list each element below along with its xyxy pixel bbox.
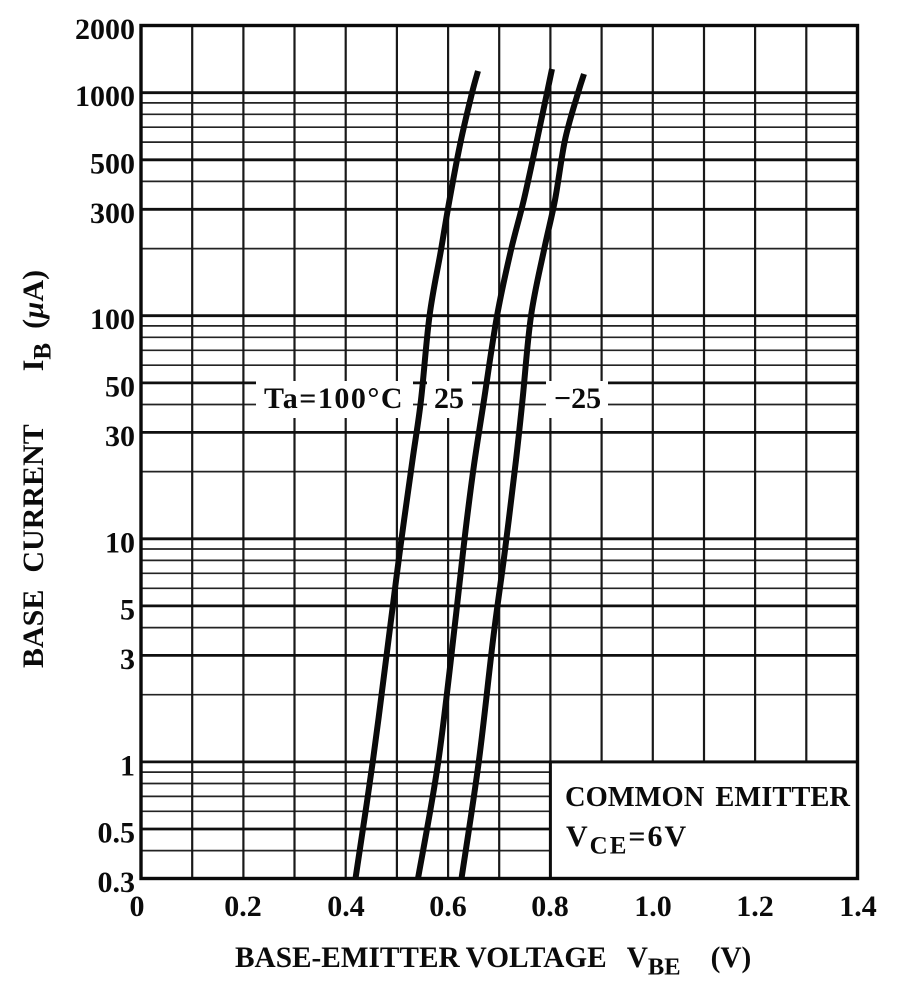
svg-text:0.4: 0.4: [327, 890, 365, 923]
svg-text:0.3: 0.3: [98, 866, 136, 899]
svg-text:50: 50: [105, 370, 135, 403]
svg-text:1.4: 1.4: [839, 890, 877, 923]
svg-text:0.6: 0.6: [429, 890, 467, 923]
svg-text:3: 3: [120, 643, 135, 676]
svg-text:0: 0: [130, 890, 145, 923]
svg-text:1000: 1000: [75, 80, 135, 113]
svg-text:2000: 2000: [75, 13, 135, 46]
svg-text:0.2: 0.2: [224, 890, 262, 923]
svg-text:100: 100: [90, 303, 135, 336]
svg-text:1.0: 1.0: [634, 890, 672, 923]
svg-text:1.2: 1.2: [736, 890, 774, 923]
svg-text:0.8: 0.8: [531, 890, 569, 923]
svg-text:500: 500: [90, 147, 135, 180]
svg-text:300: 300: [90, 197, 135, 230]
svg-text:VCE=6V: VCE=6V: [566, 820, 688, 860]
svg-text:1: 1: [120, 749, 135, 782]
svg-text:10: 10: [105, 526, 135, 559]
svg-text:30: 30: [105, 420, 135, 453]
svg-text:−25: −25: [554, 382, 601, 415]
svg-text:5: 5: [120, 593, 135, 626]
svg-text:0.5: 0.5: [98, 817, 136, 850]
svg-text:25: 25: [434, 382, 464, 415]
svg-text:Ta=100°C: Ta=100°C: [264, 382, 404, 415]
